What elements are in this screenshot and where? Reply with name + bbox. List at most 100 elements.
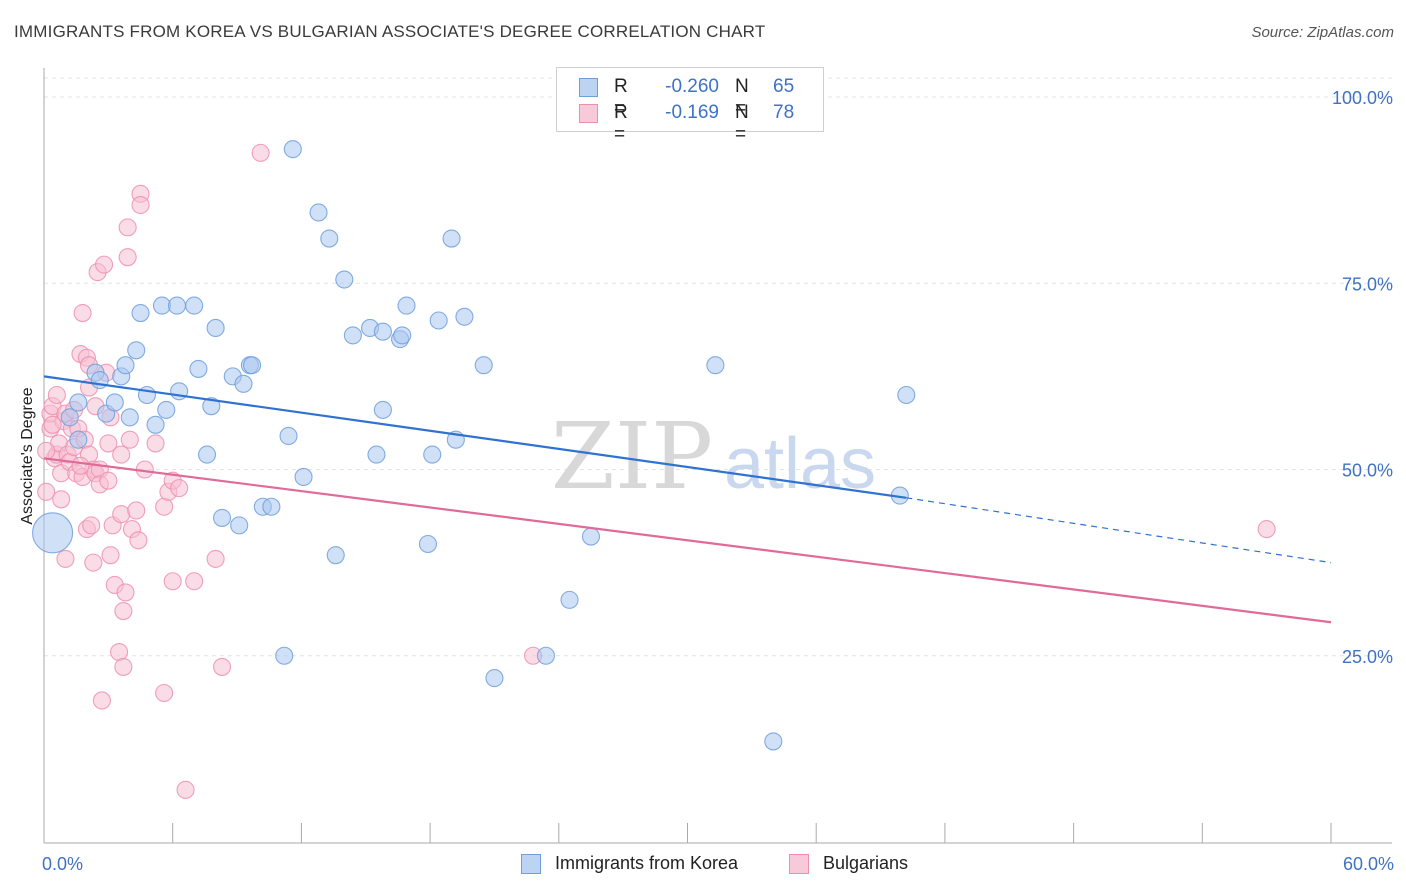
bulgarians-point	[185, 572, 204, 591]
axis-ticks: 25.0% 50.0% 75.0% 100.0% 0.0% 60.0%	[42, 88, 1394, 874]
korea-point	[206, 318, 225, 338]
bulgarians-n-value: 78	[773, 102, 795, 123]
source-label: Source: ZipAtlas.com	[1251, 24, 1394, 41]
bulgarians-point	[131, 195, 150, 215]
korea-point	[69, 430, 88, 449]
korea-point	[167, 296, 187, 315]
bulgarians-point	[118, 248, 137, 267]
korea-point	[442, 229, 461, 248]
bulgarians-point	[95, 255, 114, 274]
n-label: N =	[735, 76, 749, 119]
bulgarians-point	[37, 482, 56, 501]
bulgarians-point	[56, 549, 75, 568]
korea-point	[234, 374, 253, 393]
bulgarians-point	[146, 434, 165, 453]
korea-point	[32, 512, 74, 554]
bulgarians-point	[170, 479, 189, 498]
korea-trend-extension	[906, 497, 1332, 564]
korea-point	[343, 326, 362, 345]
bulgarians-swatch	[579, 104, 598, 123]
korea-point	[262, 497, 281, 516]
korea-point	[105, 393, 124, 412]
korea-point	[230, 516, 249, 535]
bulgarians-point	[127, 501, 146, 520]
bulgarians-point	[47, 385, 66, 405]
x-tick-label-max: 60.0%	[1343, 854, 1394, 874]
korea-point	[283, 140, 302, 159]
y-tick-label: 50.0%	[1342, 461, 1393, 481]
bulgarians-point	[176, 780, 195, 799]
korea-point	[335, 270, 354, 289]
korea-point	[189, 359, 208, 378]
korea-point	[393, 326, 412, 345]
watermark: ZIP atlas	[551, 403, 876, 510]
korea-point	[373, 400, 392, 419]
bulgarians-point	[114, 657, 133, 676]
r-label: R =	[614, 102, 628, 145]
y-tick-label: 25.0%	[1342, 647, 1393, 667]
bulgarians-point	[116, 583, 135, 602]
bulgarians-point	[1257, 520, 1276, 539]
korea-point	[455, 307, 474, 326]
bulgarians-point	[155, 683, 174, 703]
korea-point	[397, 296, 416, 315]
korea-point	[326, 546, 345, 565]
bulgarians-point	[114, 601, 133, 621]
bulgarians-point	[99, 471, 118, 490]
korea-point	[116, 356, 135, 375]
korea-r-value: -0.260	[665, 76, 719, 97]
korea-point	[897, 385, 916, 405]
bulgarians-point	[118, 218, 137, 237]
x-tick-label-min: 0.0%	[42, 854, 83, 874]
bulgarians-point	[112, 505, 131, 524]
korea-point	[212, 508, 232, 527]
bulgarians-point	[37, 441, 56, 460]
korea-point	[279, 426, 298, 446]
korea-point	[706, 356, 725, 375]
korea-point	[152, 296, 172, 315]
bulgarians-point	[212, 657, 232, 676]
y-tick-label: 75.0%	[1342, 274, 1393, 294]
bulgarians-r-value: -0.169	[665, 102, 719, 123]
bulgarians-point	[110, 642, 129, 662]
bulgarians-point	[82, 516, 101, 535]
y-axis-label: Associate's Degree	[19, 387, 36, 525]
r-label: R =	[614, 76, 628, 119]
bulgarians-point	[73, 303, 92, 323]
korea-legend-swatch	[521, 854, 541, 874]
korea-trend-line	[43, 375, 907, 499]
korea-point	[275, 646, 294, 665]
bulgarians-point	[129, 531, 148, 550]
bulgarians-trend-line	[43, 457, 1332, 624]
axes	[43, 68, 1392, 844]
korea-point	[185, 296, 204, 315]
bulgarians-point	[155, 497, 174, 516]
korea-point	[560, 590, 579, 609]
bulgarians-point	[206, 549, 225, 568]
n-label: N =	[735, 102, 749, 145]
bulgarians-point	[99, 434, 118, 453]
korea-point	[294, 467, 313, 487]
korea-point	[373, 322, 392, 341]
bulgarians-point	[52, 490, 71, 509]
korea-point	[243, 356, 262, 375]
korea-point	[764, 732, 783, 751]
watermark-atlas: atlas	[724, 424, 876, 504]
korea-point	[202, 397, 221, 416]
stats-legend: R = -0.260 N = 65 R = -0.169 N = 78	[556, 67, 824, 145]
bulgarians-point	[120, 430, 139, 449]
bulgarians-point	[163, 572, 182, 591]
bulgarians-legend-swatch	[789, 854, 809, 874]
korea-point	[320, 229, 339, 248]
bulgarians-point	[84, 553, 103, 572]
korea-point	[474, 356, 493, 375]
bulgarians-legend-label: Bulgarians	[823, 853, 909, 873]
bulgarians-point	[92, 691, 111, 710]
korea-point	[69, 393, 88, 412]
y-tick-label: 100.0%	[1332, 88, 1393, 108]
trend-lines	[43, 375, 1332, 624]
korea-legend-label: Immigrants from Korea	[555, 853, 739, 873]
watermark-zip: ZIP	[551, 403, 713, 510]
korea-point	[485, 669, 504, 688]
